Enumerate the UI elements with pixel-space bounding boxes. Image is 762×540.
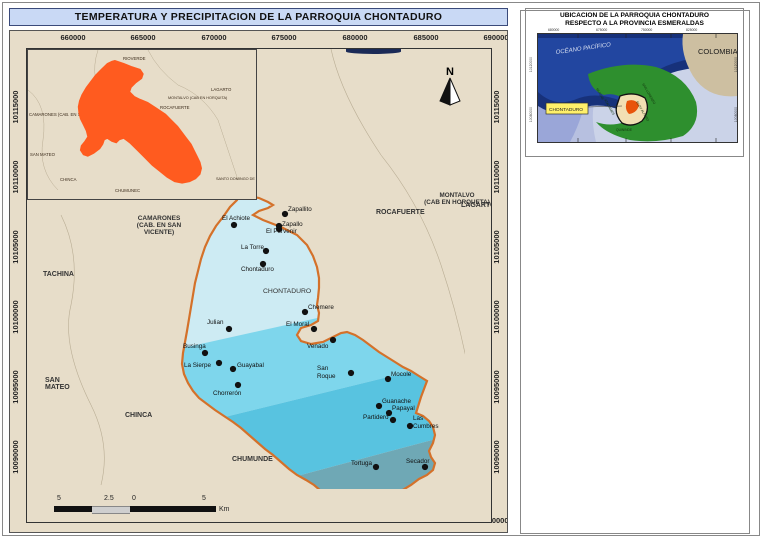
svg-text:Guayabal: Guayabal (237, 362, 264, 369)
svg-text:Julian: Julian (207, 319, 224, 326)
svg-text:LAGARTO: LAGARTO (211, 87, 232, 92)
svg-text:La Torre: La Torre (241, 244, 264, 251)
svg-text:SANTO DOMINGO DE ONZOLE: SANTO DOMINGO DE ONZOLE (216, 177, 256, 181)
svg-text:SAN MATEO: SAN MATEO (30, 152, 56, 157)
svg-text:CHINCA: CHINCA (60, 177, 77, 182)
svg-text:COLOMBIA: COLOMBIA (698, 47, 737, 56)
svg-text:San: San (317, 365, 329, 372)
svg-text:Venado: Venado (307, 343, 329, 350)
svg-text:Papayal: Papayal (392, 405, 415, 412)
svg-text:Partidero: Partidero (363, 414, 389, 421)
svg-text:Secador: Secador (406, 458, 429, 465)
svg-text:CHUMUNEC: CHUMUNEC (115, 188, 140, 193)
svg-text:Roque: Roque (317, 373, 336, 380)
svg-text:Cumbres: Cumbres (413, 423, 439, 430)
svg-text:N: N (446, 66, 454, 78)
svg-text:MONTALVO (CAB EN HORQUITA): MONTALVO (CAB EN HORQUITA) (168, 96, 228, 100)
svg-text:Tortuga: Tortuga (351, 460, 373, 467)
svg-text:CHONTADURO: CHONTADURO (549, 107, 583, 113)
svg-text:Chontaduro: Chontaduro (241, 266, 274, 273)
svg-text:La Sierpe: La Sierpe (184, 362, 211, 369)
svg-text:Businga: Businga (183, 343, 206, 350)
svg-text:Mocole: Mocole (391, 371, 412, 378)
svg-text:Chorrerón: Chorrerón (213, 390, 242, 397)
svg-text:Zapallo: Zapallo (282, 221, 303, 228)
svg-text:Chemere: Chemere (308, 304, 334, 311)
svg-text:QUININDE: QUININDE (616, 128, 633, 132)
svg-text:El Achiote: El Achiote (222, 215, 251, 222)
svg-text:El Porvenir: El Porvenir (266, 228, 297, 235)
svg-text:ROCAFUERTE: ROCAFUERTE (160, 105, 190, 110)
svg-text:Las: Las (413, 415, 423, 422)
svg-text:CHONTADURO: CHONTADURO (263, 288, 311, 295)
svg-text:El Moral: El Moral (286, 321, 309, 328)
svg-text:RIOVERDE: RIOVERDE (123, 56, 146, 61)
svg-text:Zapallito: Zapallito (288, 206, 312, 213)
svg-text:Guanache: Guanache (382, 398, 412, 405)
